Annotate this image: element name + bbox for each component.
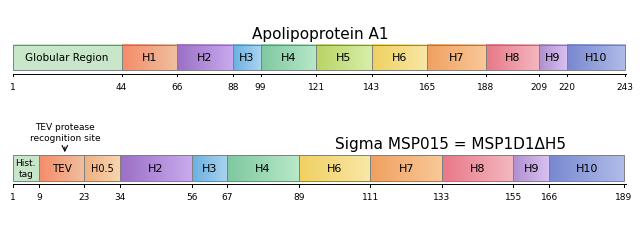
Bar (191, 155, 227, 181)
Text: H5: H5 (337, 53, 352, 63)
Bar (371, 155, 442, 181)
Text: H2: H2 (148, 163, 164, 173)
Text: H3: H3 (202, 163, 217, 173)
Text: 66: 66 (172, 82, 183, 91)
Text: H10: H10 (575, 163, 598, 173)
Text: H8: H8 (504, 53, 520, 63)
Text: TEV protease
recognition site: TEV protease recognition site (29, 123, 100, 142)
Text: 89: 89 (293, 192, 305, 201)
Text: 1: 1 (10, 192, 15, 201)
Text: H6: H6 (392, 53, 407, 63)
Text: H4: H4 (255, 163, 271, 173)
Bar (177, 45, 233, 71)
Text: 243: 243 (616, 82, 633, 91)
Text: 23: 23 (79, 192, 90, 201)
Bar (13, 45, 122, 71)
Bar (539, 45, 566, 71)
Text: H9: H9 (545, 53, 561, 63)
Text: 189: 189 (615, 192, 632, 201)
Text: 9: 9 (36, 192, 42, 201)
Text: 143: 143 (364, 82, 380, 91)
Text: 111: 111 (362, 192, 379, 201)
Text: 155: 155 (505, 192, 522, 201)
Text: H7: H7 (398, 163, 414, 173)
Text: 34: 34 (115, 192, 126, 201)
Bar (233, 45, 260, 71)
Text: 121: 121 (308, 82, 324, 91)
Text: Hist.
tag: Hist. tag (15, 158, 36, 178)
Bar (13, 155, 39, 181)
Text: Globular Region: Globular Region (26, 53, 109, 63)
Text: H6: H6 (327, 163, 342, 173)
Bar (372, 45, 428, 71)
Bar (316, 45, 372, 71)
Text: 188: 188 (477, 82, 494, 91)
Text: 220: 220 (558, 82, 575, 91)
Bar (442, 155, 513, 181)
Text: 1: 1 (10, 82, 15, 91)
Text: H7: H7 (449, 53, 464, 63)
Text: 133: 133 (433, 192, 451, 201)
Text: H9: H9 (524, 163, 539, 173)
Bar (566, 45, 625, 71)
Bar (227, 155, 299, 181)
Text: TEV: TEV (52, 163, 72, 173)
Text: H8: H8 (470, 163, 485, 173)
Bar (122, 45, 177, 71)
Text: H3: H3 (239, 53, 254, 63)
Bar (39, 155, 84, 181)
Text: H2: H2 (197, 53, 212, 63)
Bar (84, 155, 120, 181)
Text: 88: 88 (227, 82, 239, 91)
Bar (549, 155, 624, 181)
Text: 56: 56 (186, 192, 197, 201)
Text: 99: 99 (255, 82, 266, 91)
Text: 209: 209 (530, 82, 547, 91)
Text: H1: H1 (141, 53, 157, 63)
Bar (486, 45, 539, 71)
Text: 166: 166 (541, 192, 558, 201)
Bar (299, 155, 371, 181)
Text: H10: H10 (584, 53, 607, 63)
Text: 165: 165 (419, 82, 436, 91)
Text: H0.5: H0.5 (91, 163, 113, 173)
Bar (428, 45, 486, 71)
Bar (260, 45, 316, 71)
Bar (120, 155, 191, 181)
Text: Apolipoprotein A1: Apolipoprotein A1 (252, 27, 388, 41)
Bar (513, 155, 549, 181)
Text: 44: 44 (116, 82, 127, 91)
Text: 67: 67 (221, 192, 233, 201)
Text: Sigma MSP015 = MSP1D1ΔH5: Sigma MSP015 = MSP1D1ΔH5 (335, 136, 566, 151)
Text: H4: H4 (281, 53, 296, 63)
